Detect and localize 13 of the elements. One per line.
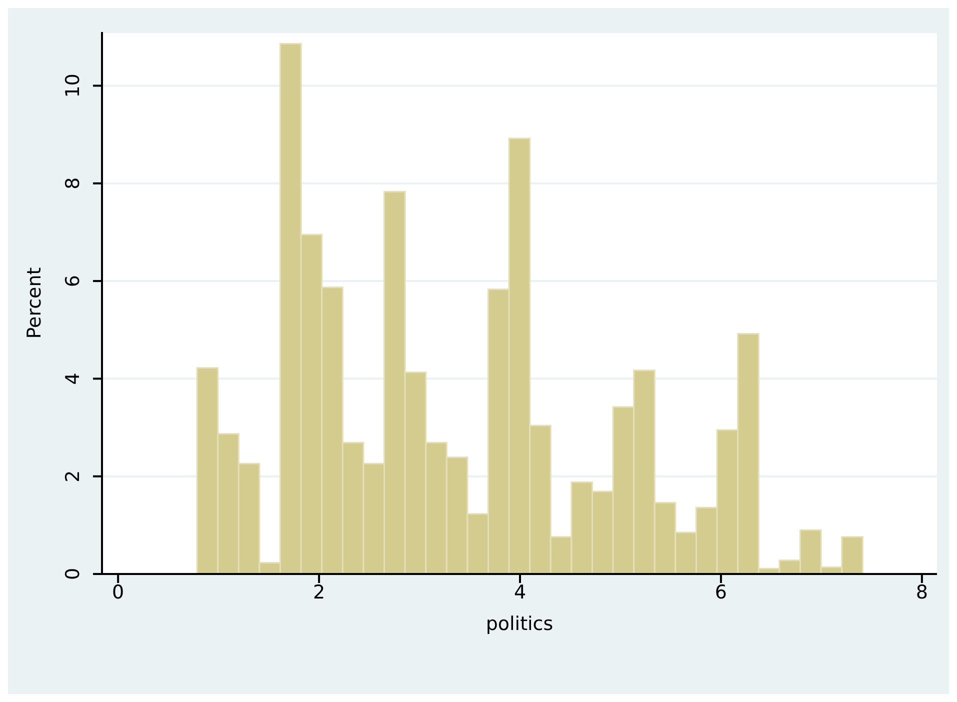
x-tick-label: 6 xyxy=(714,581,728,604)
x-tick-label: 8 xyxy=(916,581,928,604)
y-axis-title: Percent xyxy=(24,267,46,339)
x-axis-title: politics xyxy=(486,613,554,635)
x-tick-label: 2 xyxy=(312,581,326,604)
y-tick-label: 8 xyxy=(62,177,84,190)
y-tick-label: 0 xyxy=(62,568,84,580)
y-tick-label: 4 xyxy=(62,372,84,385)
y-tick-label: 2 xyxy=(62,470,84,482)
x-tick-label: 4 xyxy=(514,581,526,604)
y-tick-label: 10 xyxy=(62,74,84,98)
y-tick-label: 6 xyxy=(62,274,84,288)
x-tick-label: 0 xyxy=(112,581,124,604)
